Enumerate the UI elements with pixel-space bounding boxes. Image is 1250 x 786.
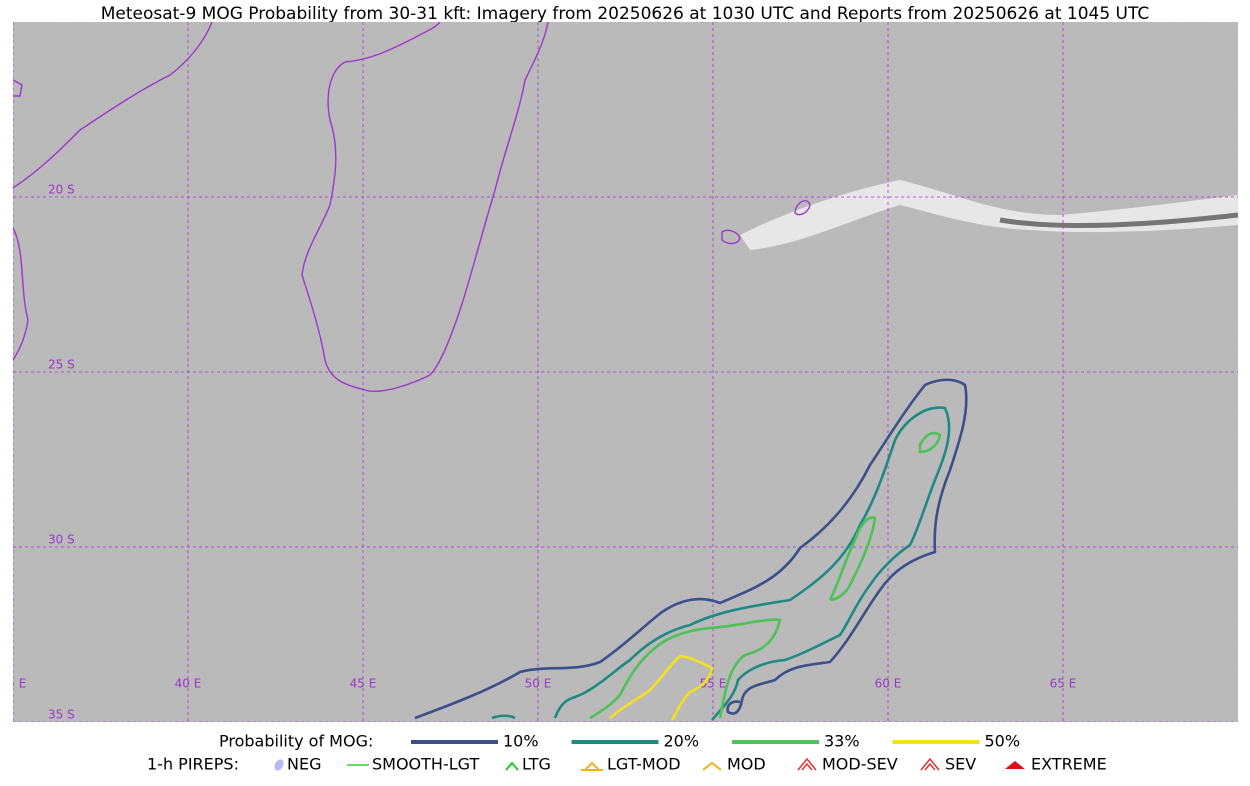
legend-label: LTG (522, 755, 551, 774)
longitude-label: 60 E (875, 677, 902, 691)
graticule: 35 E 40 E 45 E 50 E 55 E 60 E 65 E20 S25 S30 S… (0, 22, 1238, 722)
legend: Probability of MOG: 10% 20% 33% 50% 1-h PIREP… (147, 732, 1107, 774)
latitude-label: 30 S (48, 533, 75, 547)
longitude-label: 45 E (350, 677, 377, 691)
legend-title: Probability of MOG: (219, 732, 373, 751)
madagascar-coast (301, 22, 549, 392)
legend-label: NEG (287, 755, 321, 774)
title: Meteosat-9 MOG Probability from 30-31 kf… (101, 4, 1150, 24)
contour-10 (414, 378, 968, 720)
contour-33 (589, 431, 942, 720)
longitude-label: 40 E (175, 677, 202, 691)
legend-label: SEV (945, 755, 976, 774)
coastlines (13, 22, 811, 392)
pirep-icon (505, 761, 519, 771)
legend-label: MOD (727, 755, 766, 774)
legend-label: 50% (985, 732, 1021, 751)
pirep-icon (920, 757, 940, 771)
contour-50 (609, 654, 714, 721)
mauritius-coast (794, 200, 811, 216)
pirep-icon (581, 761, 603, 771)
latitude-label: 20 S (48, 183, 75, 197)
latitude-label: 35 S (48, 708, 75, 722)
coastline (13, 79, 23, 97)
longitude-label: 65 E (1050, 677, 1077, 691)
pirep-icon (1005, 761, 1025, 769)
legend-label: 10% (503, 732, 539, 751)
legend-label: 33% (824, 732, 860, 751)
legend-label: EXTREME (1031, 755, 1107, 774)
legend-label: 20% (664, 732, 700, 751)
longitude-label: 50 E (525, 677, 552, 691)
cloud-shadow (999, 212, 1238, 228)
longitude-label: 35 E (0, 677, 26, 691)
pirep-icon (797, 757, 817, 771)
legend-label: SMOOTH-LGT (372, 755, 479, 774)
legend-label: LGT-MOD (607, 755, 681, 774)
pirep-icon (274, 759, 284, 771)
cloud-band (740, 180, 1238, 250)
pirep-icon (702, 761, 722, 771)
latitude-label: 25 S (48, 358, 75, 372)
legend-label: MOD-SEV (822, 755, 898, 774)
map: 35 E 40 E 45 E 50 E 55 E 60 E 65 E20 S25 S30 S… (0, 22, 1238, 722)
coastline (13, 227, 29, 361)
contours (414, 378, 968, 721)
legend-title: 1-h PIREPS: (147, 755, 239, 774)
reunion-coast (721, 229, 741, 245)
coastline (13, 22, 213, 189)
contour-20 (491, 406, 951, 721)
